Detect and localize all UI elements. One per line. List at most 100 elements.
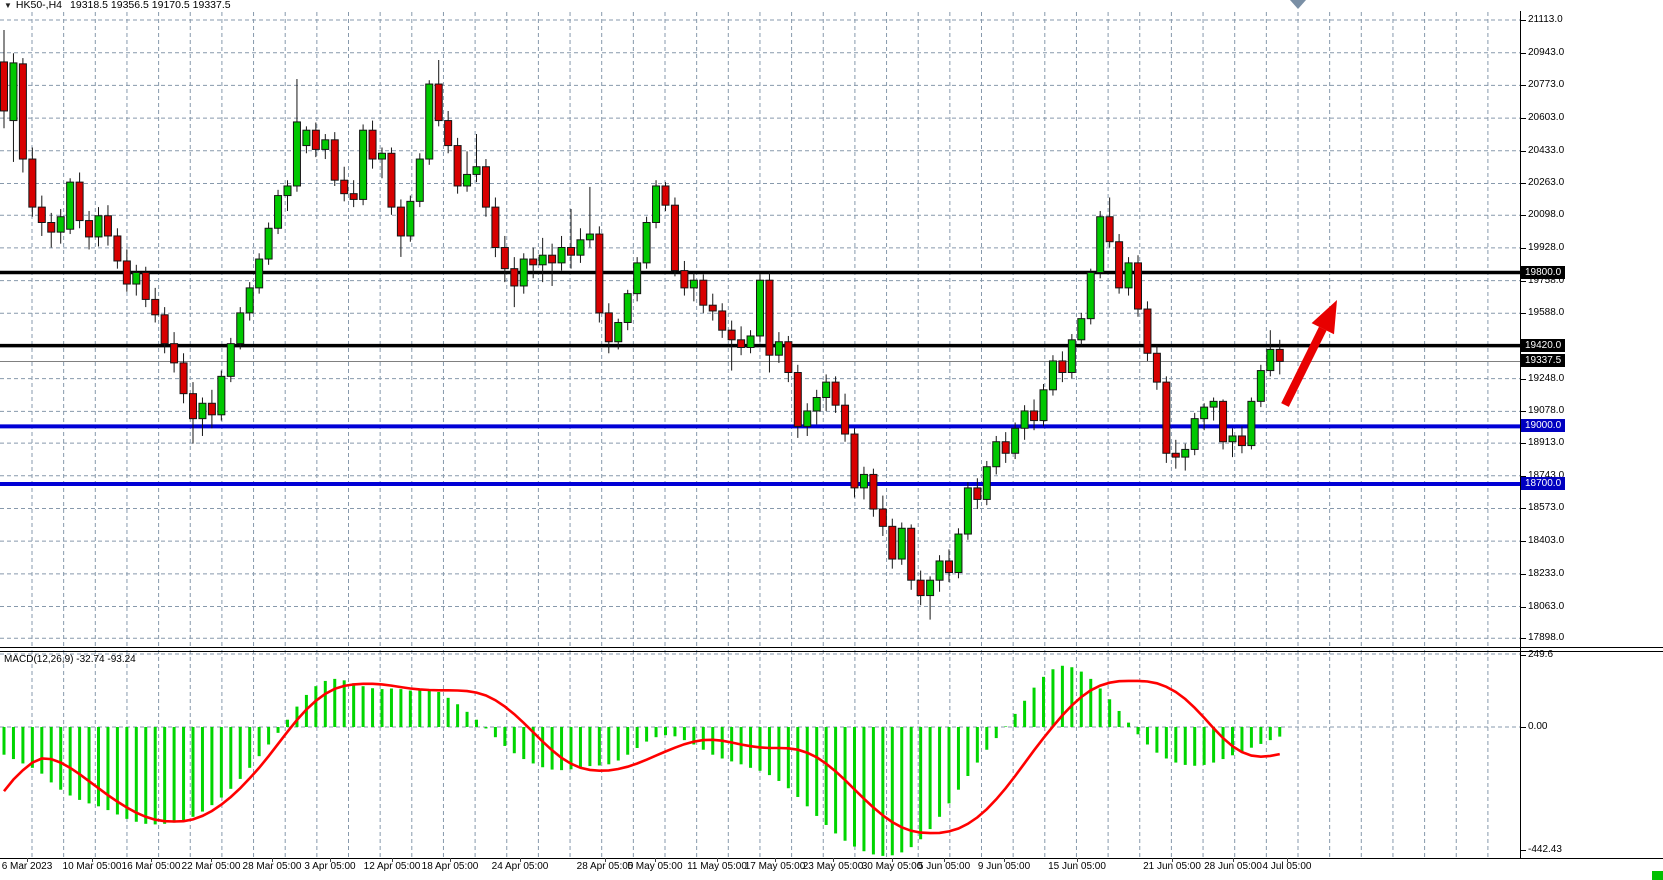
chart-bottom-border	[0, 858, 1663, 859]
time-axis-tick	[1172, 858, 1173, 862]
chart-ohlc-values: 19318.5 19356.5 19170.5 19337.5	[70, 0, 231, 11]
price-axis-label: 19078.0	[1528, 405, 1565, 417]
price-axis-tick	[1520, 183, 1526, 185]
macd-axis-tick	[1520, 850, 1526, 851]
time-axis-label: 12 Apr 05:00	[363, 861, 421, 872]
time-axis-tick	[151, 858, 152, 862]
price-axis-label: 18573.0	[1528, 502, 1565, 514]
chart-shift-marker-icon[interactable]	[1290, 0, 1306, 9]
price-axis-tick	[1520, 20, 1526, 21]
macd-axis-label: -442.43	[1528, 844, 1562, 855]
price-axis-label: 20098.0	[1528, 209, 1565, 221]
time-axis-label: 15 Jun 05:00	[1048, 861, 1106, 872]
current-price-badge: 19337.5	[1521, 354, 1566, 368]
time-axis-label: 10 Mar 05:00	[62, 861, 122, 872]
macd-signal-line	[2, 679, 1280, 835]
time-axis-label: 21 Jun 05:00	[1143, 861, 1201, 872]
chart-title: ▼ HK50-,H4 19318.5 19356.5 19170.5 19337.5	[4, 0, 237, 11]
symbol-dropdown-icon[interactable]: ▼	[4, 1, 12, 10]
time-axis-label: 11 May 05:00	[687, 861, 747, 872]
chart-symbol-timeframe: HK50-,H4	[15, 0, 63, 11]
price-axis-label: 19758.0	[1528, 274, 1565, 286]
time-axis-tick	[944, 858, 945, 862]
time-axis-tick	[92, 858, 93, 862]
price-axis-label: 21113.0	[1528, 14, 1563, 25]
price-axis-tick	[1520, 508, 1526, 510]
time-axis-label: 28 Jun 05:00	[1204, 861, 1262, 872]
time-axis-tick	[392, 858, 393, 862]
price-axis-border	[1520, 11, 1521, 858]
time-axis-tick	[211, 858, 212, 862]
price-axis-tick	[1520, 280, 1526, 282]
price-axis-label: 20943.0	[1528, 46, 1565, 58]
level-price-badge: 19000.0	[1521, 419, 1566, 433]
macd-histogram	[2, 665, 1282, 856]
time-axis-tick	[775, 858, 776, 862]
price-axis-tick	[1520, 118, 1526, 120]
time-axis-label: 3 Apr 05:00	[304, 861, 356, 872]
time-axis-tick	[892, 858, 893, 862]
time-axis-label: 18 Apr 05:00	[421, 861, 479, 872]
price-axis-tick	[1520, 378, 1526, 380]
time-axis-label: 22 Mar 05:00	[181, 861, 241, 872]
time-axis-tick	[1233, 858, 1234, 862]
time-axis-label: 4 Jul 05:00	[1262, 861, 1312, 872]
price-axis-tick	[1520, 443, 1526, 445]
price-axis-label: 18913.0	[1528, 437, 1565, 449]
price-axis-label: 19588.0	[1528, 307, 1565, 319]
macd-axis-tick	[1520, 727, 1526, 728]
price-axis-tick	[1520, 150, 1526, 152]
time-axis-tick	[1287, 858, 1288, 862]
price-axis-tick	[1520, 85, 1526, 87]
price-axis-label: 18063.0	[1528, 600, 1565, 612]
time-axis-label: 5 May 05:00	[627, 861, 683, 872]
price-axis-label: 17898.0	[1528, 632, 1565, 644]
trend-arrow-annotation[interactable]	[1281, 300, 1337, 407]
macd-axis-label: 0.00	[1528, 721, 1548, 732]
time-axis-label: 5 Jun 05:00	[917, 861, 971, 872]
macd-indicator-label: MACD(12,26,9) -32.74 -93.24	[4, 654, 136, 665]
horizontal-level-lines[interactable]	[0, 270, 1520, 487]
price-axis-tick	[1520, 247, 1526, 249]
price-gridlines	[0, 12, 1520, 646]
time-axis-label: 28 Mar 05:00	[242, 861, 302, 872]
time-axis-label: 24 Apr 05:00	[491, 861, 549, 872]
corner-marker	[1652, 871, 1663, 880]
time-axis-tick	[655, 858, 656, 862]
macd-axis-tick	[1520, 655, 1526, 656]
time-axis-label: 30 May 05:00	[861, 861, 923, 872]
candlestick-series	[0, 30, 1284, 620]
level-price-badge: 18700.0	[1521, 477, 1566, 491]
time-axis-label: 9 Jun 05:00	[977, 861, 1031, 872]
price-axis-tick	[1520, 638, 1526, 640]
time-axis-tick	[520, 858, 521, 862]
price-axis-label: 18403.0	[1528, 535, 1565, 547]
price-axis-tick	[1520, 573, 1526, 575]
time-axis-tick	[605, 858, 606, 862]
price-axis-label: 19928.0	[1528, 241, 1565, 253]
time-axis-tick	[27, 858, 28, 862]
macd-panel[interactable]	[0, 649, 1521, 858]
time-axis-tick	[450, 858, 451, 862]
price-axis-label: 20433.0	[1528, 144, 1565, 156]
time-axis-label: 16 Mar 05:00	[121, 861, 181, 872]
time-axis-tick	[330, 858, 331, 862]
price-axis-tick	[1520, 606, 1526, 608]
price-axis-tick	[1520, 215, 1526, 217]
price-axis-label: 18743.0	[1528, 469, 1565, 481]
price-axis-label: 20603.0	[1528, 112, 1565, 124]
time-axis-tick	[272, 858, 273, 862]
time-axis-tick	[833, 858, 834, 862]
price-chart[interactable]	[0, 0, 1521, 648]
price-axis-tick	[1520, 541, 1526, 543]
panel-separator-top[interactable]	[0, 647, 1663, 648]
macd-axis-label: 249.6	[1528, 649, 1554, 660]
time-axis-label: 28 Apr 05:00	[576, 861, 634, 872]
time-axis-label: 17 May 05:00	[744, 861, 806, 872]
panel-separator-bottom[interactable]	[0, 651, 1663, 652]
price-axis-label: 20773.0	[1528, 79, 1565, 91]
time-axis-tick	[1004, 858, 1005, 862]
time-axis-label: 6 Mar 2023	[1, 861, 53, 872]
price-axis-tick	[1520, 313, 1526, 315]
